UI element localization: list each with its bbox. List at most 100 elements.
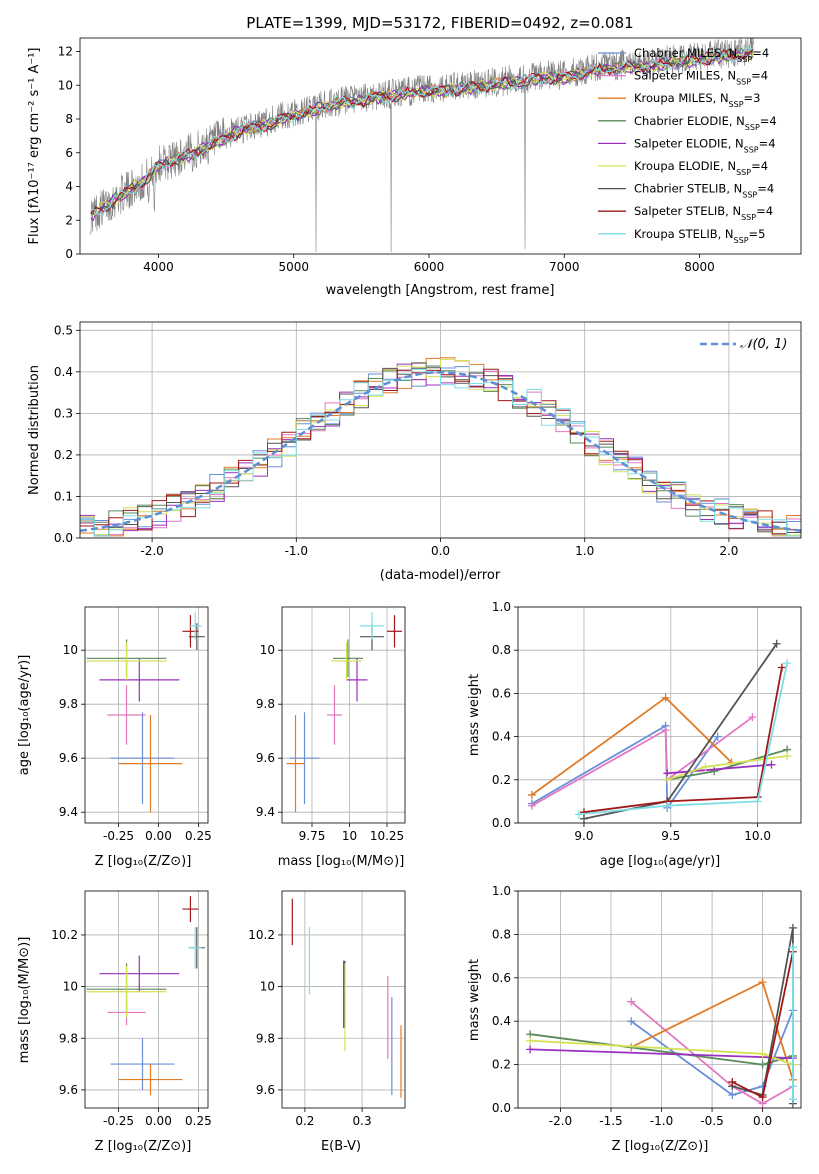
- weight-vs-metallicity-panel: -2.0 -1.5 -1.0 -0.5 0.0 0.0 0.2 0.4 0.6 0.8 1.0: [492, 884, 802, 1128]
- spectrum-ytick-label: 12: [58, 45, 73, 59]
- legend-label-main: Salpeter MILES, N: [634, 69, 736, 83]
- mass-weight-marker: [710, 767, 719, 776]
- mass_vs_ebv-xtick-label: 0.3: [353, 1114, 372, 1128]
- legend-label-main: Chabrier ELODIE, N: [634, 114, 745, 128]
- age_vs_mass-frame: [281, 606, 406, 824]
- mass_vs_Z-frame: [84, 890, 209, 1109]
- age_vs_mass-xtick-label: 10: [342, 829, 357, 843]
- model-spectrum-line: [90, 49, 754, 218]
- residuals-ytick-label: 0.3: [54, 406, 73, 420]
- spectrum-panel: 4000 5000 6000 7000 8000 0 2 4 6 8 10 12: [58, 37, 802, 274]
- spectrum-xtick-label: 7000: [549, 260, 580, 274]
- mass-weight-marker: [758, 978, 767, 987]
- weight_vs_age-xtick-label: 9.5: [661, 829, 680, 843]
- mass-weight-marker: [713, 732, 722, 741]
- weight_vs_age-ytick-label: 0.4: [492, 730, 511, 744]
- mass_vs_ebv-ytick-label: 10: [260, 980, 275, 994]
- legend-label-suffix: =4: [760, 114, 777, 128]
- mass_vs_Z-ytick-label: 9.6: [59, 1083, 78, 1097]
- legend-label-sub: SSP: [736, 77, 751, 86]
- mass-vs-metallicity-ylabel: mass [log₁₀(M/M⊙)]: [17, 937, 32, 1064]
- mass-weight-marker: [701, 762, 710, 771]
- mass_vs_ebv-ytick-label: 9.8: [256, 1031, 275, 1045]
- legend-label-suffix: =4: [751, 69, 768, 83]
- age_vs_Z-frame: [84, 606, 209, 824]
- legend-label-suffix: =4: [759, 136, 776, 150]
- legend-label-sub: SSP: [744, 145, 759, 154]
- weight-vs-age-ylabel: mass weight: [467, 674, 482, 756]
- mass-vs-metallicity-panel: -0.25 0.00 0.25 9.6 9.8 10 10.2: [51, 890, 212, 1128]
- legend-label-main: Chabrier STELIB, N: [634, 182, 742, 196]
- residuals-ytick-label: 0.4: [54, 365, 73, 379]
- mass-weight-line: [667, 763, 772, 775]
- legend-label-main: Kroupa ELODIE, N: [634, 159, 736, 173]
- weight_vs_Z-frame: [517, 890, 802, 1109]
- legend-label-main: Salpeter ELODIE, N: [634, 136, 744, 150]
- spectrum-xtick-label: 4000: [143, 260, 174, 274]
- age_vs_Z-ytick-label: 10: [63, 643, 78, 657]
- mass-weight-marker: [758, 1093, 767, 1102]
- mass-weight-line: [530, 1048, 793, 1059]
- residual-histogram-step: [80, 357, 801, 537]
- mass-vs-ebv-panel: 0.2 0.3 9.6 9.8 10 10.2: [248, 890, 406, 1128]
- mass-weight-marker: [579, 808, 588, 817]
- age_vs_mass-xtick-label: 9.75: [299, 829, 326, 843]
- weight_vs_age-ytick-label: 0.0: [492, 816, 511, 830]
- residuals-ytick-label: 0.2: [54, 448, 73, 462]
- mass-weight-marker: [627, 997, 636, 1006]
- weight-vs-age-xlabel: age [log₁₀(age/yr)]: [600, 854, 721, 869]
- mass-weight-line: [578, 663, 788, 816]
- weight_vs_Z-plot-area: [526, 923, 797, 1108]
- mass-weight-marker: [661, 726, 670, 735]
- spectrum-title: PLATE=1399, MJD=53172, FIBERID=0492, z=0…: [246, 14, 633, 32]
- age-vs-metallicity-xlabel: Z [log₁₀(Z/Z⊙)]: [95, 854, 192, 869]
- age_vs_Z-xtick-label: -0.25: [103, 829, 134, 843]
- spectrum-xtick-label: 6000: [414, 260, 445, 274]
- age-vs-metallicity-ylabel: age [log₁₀(age/yr)]: [17, 655, 32, 776]
- weight_vs_Z-ytick-label: 0.4: [492, 1014, 511, 1028]
- mass-weight-marker: [783, 659, 792, 668]
- residuals-ytick-label: 0.1: [54, 489, 73, 503]
- spectrum-ytick-label: 4: [65, 180, 73, 194]
- residuals-xtick-label: 2.0: [719, 544, 738, 558]
- mass-weight-marker: [767, 760, 776, 769]
- age-vs-mass-panel: 9.75 10 10.25 9.4 9.6 9.8 10: [256, 606, 406, 843]
- mass-weight-marker: [777, 663, 786, 672]
- weight-vs-metallicity-ylabel: mass weight: [467, 959, 482, 1041]
- mass-weight-line: [630, 1001, 794, 1105]
- model-spectrum-line: [90, 47, 754, 214]
- mass-weight-marker: [758, 1049, 767, 1058]
- model-spectrum-line: [90, 50, 754, 222]
- age_vs_Z-ytick-label: 9.6: [59, 751, 78, 765]
- mass-weight-marker: [783, 752, 792, 761]
- legend-label-suffix: =4: [757, 182, 774, 196]
- legend-label-sub: SSP: [745, 122, 760, 131]
- legend-label-suffix: =4: [756, 204, 773, 218]
- weight_vs_Z-ytick-label: 0.6: [492, 971, 511, 985]
- legend-label-sub: SSP: [736, 168, 751, 177]
- age-vs-metallicity-panel: -0.25 0.00 0.25 9.4 9.6 9.8 10: [59, 606, 212, 843]
- legend-label-suffix: =4: [752, 46, 769, 60]
- legend-label-main: Kroupa MILES, N: [634, 91, 729, 105]
- weight_vs_age-frame: [517, 606, 802, 824]
- spectrum-ytick-label: 2: [65, 213, 73, 227]
- mass-weight-marker: [527, 801, 536, 810]
- mass_vs_Z-xtick-label: 0.00: [145, 1114, 172, 1128]
- mass_vs_Z-xtick-label: -0.25: [103, 1114, 134, 1128]
- mass-weight-marker: [574, 810, 583, 819]
- mass-weight-line: [531, 716, 753, 807]
- legend-label-main: Kroupa STELIB, N: [634, 227, 734, 241]
- mass_vs_ebv-ytick-label: 10.2: [248, 928, 275, 942]
- residuals-plot-area: [80, 357, 801, 537]
- weight_vs_age-ytick-label: 0.6: [492, 686, 511, 700]
- spectrum-ytick-label: 0: [65, 247, 73, 261]
- legend-entry-label: Chabrier MILES, NSSP=4: [634, 46, 769, 64]
- residual-histogram-step: [80, 368, 801, 537]
- residuals-ytick-label: 0.0: [54, 531, 73, 545]
- age_vs_mass-ytick-label: 9.6: [256, 751, 275, 765]
- mass-weight-marker: [753, 797, 762, 806]
- legend-entry-label: Kroupa ELODIE, NSSP=4: [634, 159, 768, 177]
- legend-entry-label: Salpeter MILES, NSSP=4: [634, 69, 768, 87]
- mass-weight-marker: [788, 943, 797, 952]
